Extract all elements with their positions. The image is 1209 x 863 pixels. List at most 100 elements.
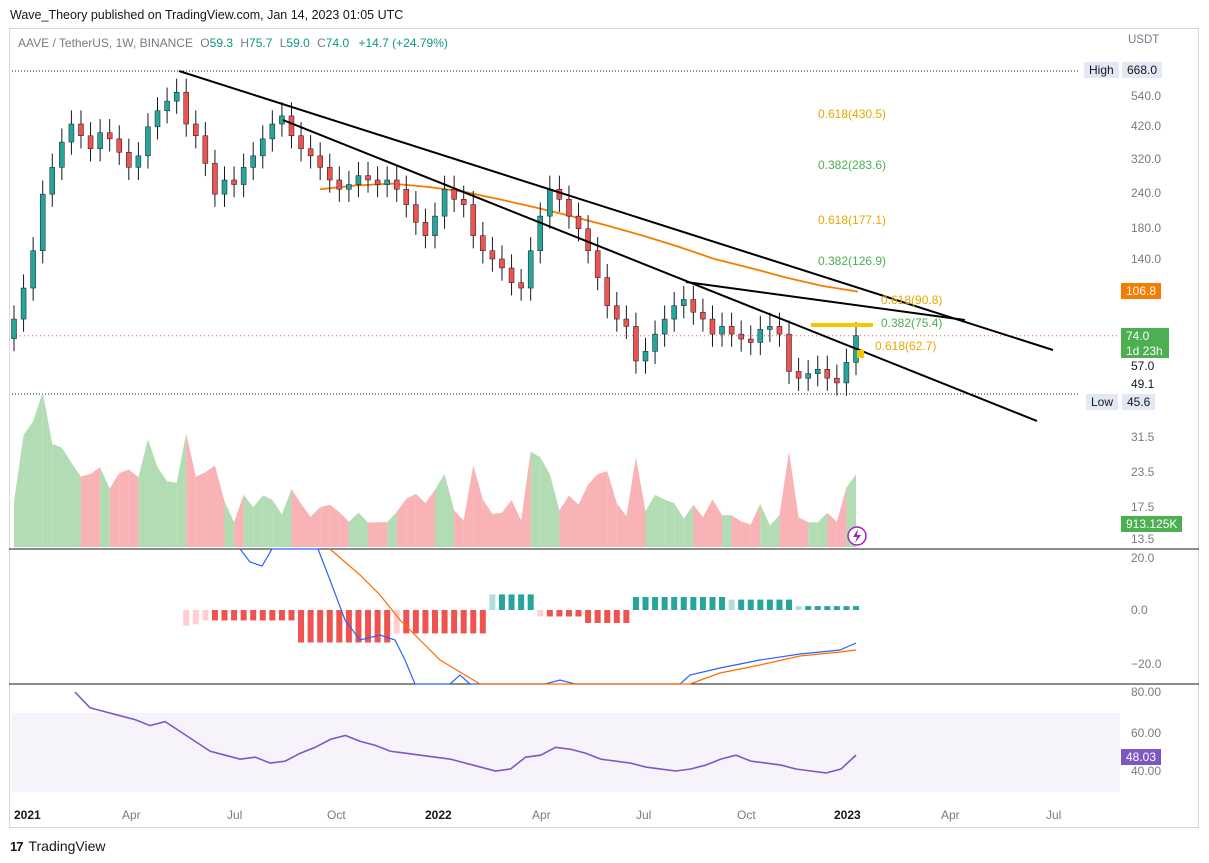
volume-area	[540, 457, 550, 547]
volume-area	[90, 467, 101, 547]
candle-body	[30, 250, 36, 289]
fib-label: 0.618(430.5)	[818, 107, 887, 121]
macd-histogram-bar	[365, 610, 372, 643]
macd-histogram-bar	[221, 610, 228, 621]
volume-area	[664, 499, 675, 547]
macd-histogram-bar	[699, 597, 706, 610]
volume-area	[702, 499, 713, 547]
macd-histogram-bar	[757, 599, 764, 610]
volume-area	[435, 473, 445, 547]
volume-area	[281, 489, 292, 547]
candle-body	[317, 155, 323, 168]
volume-area	[549, 473, 560, 547]
volume-area	[320, 504, 330, 547]
volume-area	[224, 501, 235, 547]
macd-histogram-bar	[278, 610, 285, 621]
volume-area	[463, 464, 474, 547]
macd-histogram-bar	[192, 610, 199, 625]
volume-area	[607, 471, 617, 547]
macd-histogram-bar	[269, 610, 276, 621]
currency-label[interactable]: USDT	[1128, 34, 1160, 46]
volume-area	[52, 443, 62, 547]
symbol-name[interactable]: AAVE / TetherUS, 1W, BINANCE	[18, 36, 193, 50]
macd-histogram-bar	[403, 610, 410, 634]
candle-body	[451, 189, 457, 200]
macd-histogram-bar	[738, 599, 745, 610]
price-tick: 49.1	[1131, 377, 1155, 391]
volume-area	[100, 467, 110, 547]
volume-area	[789, 451, 799, 547]
volume-area	[473, 464, 483, 547]
lightning-icon	[853, 529, 861, 543]
volume-area	[482, 499, 493, 547]
candle-body	[413, 204, 419, 223]
chart-frame[interactable]	[9, 28, 1199, 828]
volume-area	[157, 467, 168, 547]
close-value: 74.0	[325, 36, 350, 50]
low-label: Low	[1086, 394, 1119, 410]
volume-area	[683, 504, 694, 547]
candle-body	[384, 179, 390, 185]
volume-area	[655, 494, 665, 547]
volume-area	[396, 498, 407, 547]
candle-body	[556, 189, 563, 200]
macd-histogram-bar	[298, 610, 305, 643]
volume-area	[712, 499, 723, 547]
publisher-line: Wave_Theory published on TradingView.com…	[10, 8, 404, 22]
candle-body	[212, 163, 218, 195]
time-tick: 2022	[425, 808, 452, 822]
volume-area	[80, 473, 91, 547]
candle-body	[39, 193, 46, 251]
price-tick: 140.0	[1131, 252, 1162, 266]
fib-zone	[811, 323, 873, 327]
candle-body	[518, 282, 524, 289]
candle-body	[652, 333, 658, 352]
trendline	[685, 281, 966, 321]
volume-area	[827, 512, 837, 547]
time-tick: Apr	[122, 808, 141, 822]
macd-histogram-bar	[240, 610, 247, 621]
macd-histogram-bar	[709, 597, 716, 610]
macd-histogram-bar	[766, 599, 773, 610]
volume-area	[731, 515, 742, 547]
volume-area	[492, 512, 502, 547]
candle-body	[748, 338, 754, 343]
candle-body	[547, 189, 553, 217]
volume-area	[368, 522, 378, 547]
candle-body	[527, 250, 534, 289]
price-tick: 240.0	[1131, 186, 1162, 200]
volume-area	[568, 495, 579, 547]
volume-area	[109, 473, 120, 547]
volume-area	[817, 512, 828, 547]
macd-histogram-bar	[575, 610, 582, 617]
volume-area	[33, 392, 43, 547]
candle-body	[690, 299, 697, 313]
macd-histogram-bar	[795, 606, 802, 610]
macd-histogram-bar	[336, 610, 343, 643]
time-tick: Jul	[227, 808, 243, 822]
tradingview-logo[interactable]: 17 TradingView	[10, 838, 106, 854]
fib-zone	[857, 350, 864, 358]
candle-body	[346, 184, 352, 190]
ema-line	[319, 182, 859, 293]
price-tick: 180.0	[1131, 221, 1162, 235]
macd-histogram-bar	[384, 610, 391, 643]
candle-body	[327, 167, 333, 181]
price-tick: 13.5	[1131, 532, 1155, 546]
rsi-tick: 40.00	[1131, 764, 1162, 778]
candle-body	[183, 91, 189, 125]
candle-body	[786, 333, 792, 372]
candle-body	[202, 135, 209, 164]
volume-area	[750, 503, 761, 547]
candle-body	[221, 179, 228, 195]
time-tick: Jul	[1046, 808, 1062, 822]
candle-body	[126, 152, 132, 168]
candle-body	[20, 287, 27, 320]
last-price-badge: 74.0	[1121, 328, 1169, 344]
volume-area	[387, 511, 397, 547]
macd-histogram-bar	[432, 610, 438, 634]
volume-area	[674, 503, 684, 547]
volume-area	[329, 504, 340, 547]
low-value-badge: 45.6	[1122, 394, 1156, 410]
